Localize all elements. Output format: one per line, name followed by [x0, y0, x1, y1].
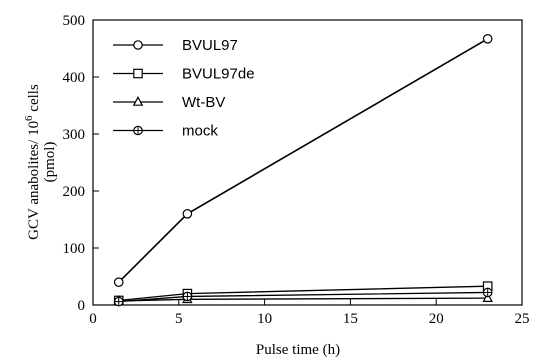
x-tick-label: 25: [515, 311, 530, 327]
y-axis-title: GCV anabolites/ 106 cells: [23, 84, 42, 240]
y-tick-label: 300: [63, 127, 86, 143]
data-point-bvul97: [482, 34, 493, 44]
x-tick-label: 5: [175, 311, 183, 327]
legend-label: Wt-BV: [182, 94, 225, 111]
data-point-bvul97: [182, 209, 193, 219]
data-point-bvul97-shape: [482, 34, 493, 44]
series-mock: [113, 287, 493, 307]
legend-marker-bvul97de-shape: [133, 68, 143, 79]
legend-marker-bvul97: [133, 40, 143, 50]
legend-marker-mock: [133, 125, 143, 136]
y-tick-label: 500: [63, 13, 86, 29]
legend: BVUL97 BVUL97de Wt-BV mock: [113, 37, 255, 140]
data-point-mock: [482, 287, 493, 298]
series-layer: [113, 34, 493, 307]
y-tick-label: 200: [63, 184, 86, 200]
legend-label: BVUL97de: [182, 66, 255, 83]
data-point-bvul97-shape: [113, 277, 124, 287]
data-point-mock: [113, 296, 124, 307]
series-line-wt-bv: [118, 297, 488, 302]
legend-marker-bvul97de: [133, 68, 143, 79]
legend-label: BVUL97: [182, 37, 238, 54]
axes: 0 5 10 15 20 25 0 100 200 300 400 500: [63, 13, 530, 327]
x-tick-label: 0: [89, 311, 97, 327]
legend-item-bvul97de: BVUL97de: [113, 66, 255, 83]
legend-marker-wt-bv: [132, 96, 144, 106]
y-tick-label: 400: [63, 70, 86, 86]
legend-marker-bvul97-shape: [133, 40, 143, 50]
y-axis-unit: (pmol): [42, 142, 58, 183]
data-point-mock: [182, 291, 193, 302]
y-tick-label: 100: [63, 241, 86, 257]
data-point-bvul97: [113, 277, 124, 287]
y-tick-label: 0: [78, 298, 86, 314]
plot-frame: [92, 19, 523, 306]
x-tick-label: 15: [343, 311, 358, 327]
legend-item-bvul97: BVUL97: [113, 37, 238, 54]
data-point-wt-bv-shape: [482, 292, 493, 302]
x-axis-title: Pulse time (h): [256, 342, 340, 358]
legend-item-wt-bv: Wt-BV: [113, 94, 225, 111]
legend-label: mock: [182, 123, 218, 140]
series-line-bvul97: [118, 38, 489, 283]
legend-item-mock: mock: [113, 123, 218, 140]
data-point-bvul97-shape: [182, 209, 193, 219]
data-point-wt-bv: [482, 292, 493, 302]
x-tick-label: 20: [429, 311, 444, 327]
legend-marker-wt-bv-shape: [132, 96, 144, 106]
series-bvul97: [113, 34, 493, 287]
x-tick-label: 10: [257, 311, 272, 327]
